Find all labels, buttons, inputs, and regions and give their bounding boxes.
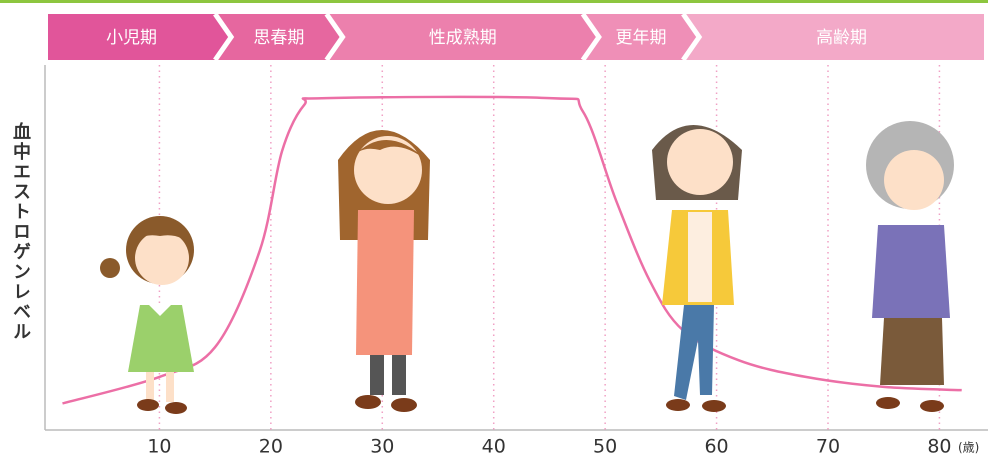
curve [62,97,961,404]
adult-figure [338,130,430,412]
child-figure [100,216,194,414]
x-tick-label: 40 [482,436,506,457]
top-rule [0,0,988,3]
stage-label: 高齢期 [816,28,867,48]
x-tick-label: 30 [370,436,394,457]
chart: 小児期 思春期 性成熟期 更年期 高齢期 [0,0,988,457]
stage-label: 思春期 [253,28,304,48]
stage-label: 小児期 [106,28,157,48]
x-tick-label: 50 [593,436,617,457]
x-tick-label: 80 [927,436,951,457]
x-tick-label: 60 [704,436,728,457]
menopause-figure [652,125,742,412]
x-tick-label: 20 [259,436,283,457]
x-unit: (歳) [958,441,979,455]
stage-label: 性成熟期 [429,27,497,48]
elderly-figure [866,121,954,412]
stage-label: 更年期 [616,28,667,48]
x-tick-label: 70 [816,436,840,457]
y-axis-label: 血中エストロゲンレベル [10,121,31,342]
illustrations [100,121,954,414]
x-tick-label: 10 [147,436,171,457]
